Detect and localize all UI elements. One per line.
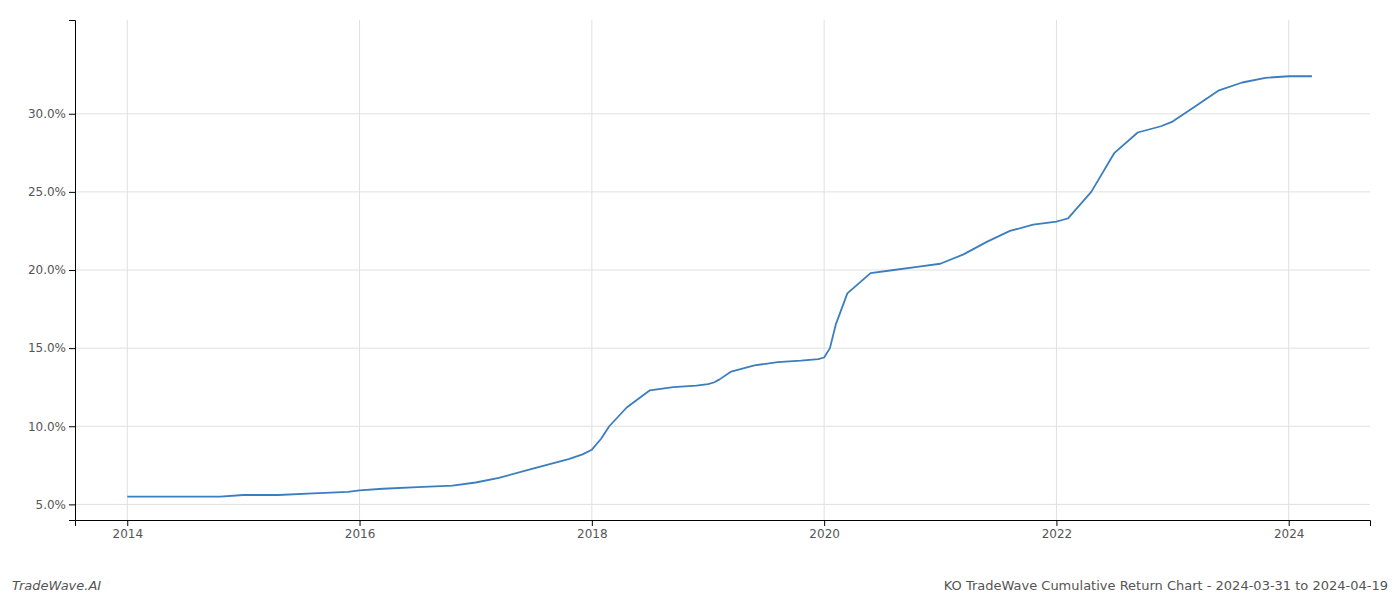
watermark: TradeWave.AI <box>12 578 101 593</box>
x-tick-mark <box>592 520 593 526</box>
x-tick: 2014 <box>112 520 143 541</box>
x-tick: 2018 <box>577 520 608 541</box>
y-grid-line <box>75 504 1370 505</box>
y-tick-label: 10.0% <box>28 420 66 434</box>
y-tick-mark <box>69 270 75 271</box>
x-axis: 2014 2016 2018 2020 2022 2024 <box>76 520 1371 541</box>
y-tick-mark <box>69 504 75 505</box>
x-tick-mark <box>1056 520 1057 526</box>
y-tick-mark <box>69 114 75 115</box>
y-tick-label: 30.0% <box>28 107 66 121</box>
y-grid-line <box>75 191 1370 192</box>
line <box>127 76 1312 496</box>
x-axis-line <box>76 521 1371 527</box>
y-axis: 5.0% 10.0% 15.0% 20.0% 25.0% 30.0% <box>28 21 76 521</box>
y-tick: 30.0% <box>28 107 75 121</box>
title: KO TradeWave Cumulative Return Chart - 2… <box>944 578 1388 593</box>
x-tick-label: 2024 <box>1274 527 1305 541</box>
y-grid-line <box>75 270 1370 271</box>
y-tick: 10.0% <box>28 420 75 434</box>
y-tick-label: 15.0% <box>28 341 66 355</box>
y-tick-mark <box>69 426 75 427</box>
y-tick-mark <box>69 348 75 349</box>
y-axis-line <box>69 21 76 521</box>
y-grid-line <box>75 426 1370 427</box>
y-tick-label: 20.0% <box>28 263 66 277</box>
chart: 2014 2016 2018 2020 2022 2024 5.0% 10.0% 15.0% 20… <box>0 0 1400 600</box>
x-tick-mark <box>127 520 128 526</box>
x-tick: 2022 <box>1042 520 1073 541</box>
x-tick-label: 2018 <box>577 527 608 541</box>
plot-area <box>127 76 1312 496</box>
x-tick-mark <box>360 520 361 526</box>
y-grid-line <box>75 348 1370 349</box>
x-tick-label: 2022 <box>1042 527 1073 541</box>
y-tick-mark <box>69 192 75 193</box>
x-tick: 2016 <box>345 520 376 541</box>
y-grid-line <box>75 113 1370 114</box>
y-tick-label: 5.0% <box>36 498 67 512</box>
y-tick: 25.0% <box>28 185 75 199</box>
grid <box>75 20 1370 520</box>
x-tick: 2024 <box>1274 520 1305 541</box>
y-tick: 15.0% <box>28 341 75 355</box>
x-tick-mark <box>1289 520 1290 526</box>
x-tick-label: 2014 <box>112 527 143 541</box>
x-tick: 2020 <box>809 520 840 541</box>
y-tick: 20.0% <box>28 263 75 277</box>
x-tick-label: 2016 <box>345 527 376 541</box>
y-tick: 5.0% <box>36 498 76 512</box>
x-tick-mark <box>824 520 825 526</box>
y-tick-label: 25.0% <box>28 185 66 199</box>
x-tick-label: 2020 <box>809 527 840 541</box>
